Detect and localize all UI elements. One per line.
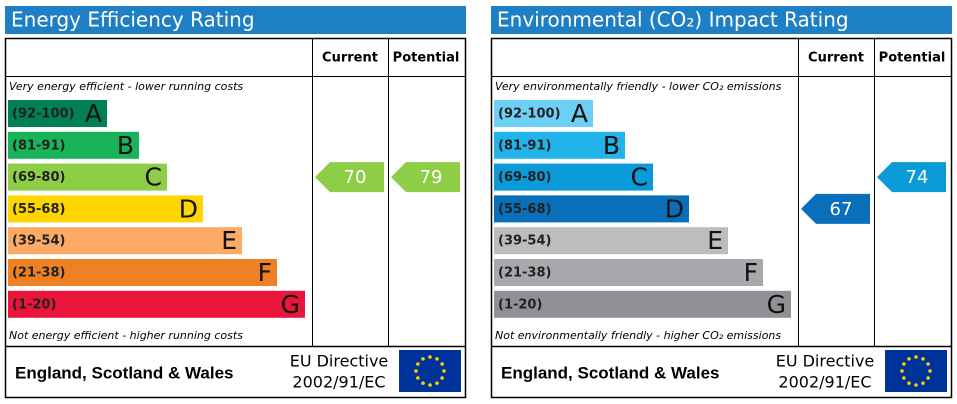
footer-directive: EU Directive	[776, 352, 875, 371]
rating-arrow	[315, 162, 384, 193]
eu-star	[914, 383, 918, 387]
band-range: (55-68)	[498, 202, 551, 217]
footer-region: England, Scotland & Wales	[501, 363, 720, 382]
eu-star	[914, 355, 918, 359]
panel-border	[490, 37, 953, 399]
band-letter: C	[631, 163, 648, 192]
rating-arrow	[877, 162, 946, 193]
band-bar	[494, 290, 791, 318]
top-note: Very environmentally friendly - lower CO…	[495, 80, 782, 93]
band-letter: G	[767, 290, 786, 319]
band-bar	[8, 163, 167, 191]
footer-code: 2002/91/EC	[292, 373, 385, 392]
band-range: (81-91)	[12, 138, 65, 153]
band-letter: F	[744, 258, 758, 287]
band-bar	[494, 259, 763, 286]
band-letter: D	[665, 194, 684, 223]
eu-star	[428, 355, 432, 359]
eu-star	[416, 376, 420, 380]
column-header: Potential	[879, 51, 946, 66]
rating-arrow	[801, 193, 870, 224]
eu-star	[921, 357, 925, 361]
band-range: (81-91)	[498, 138, 551, 153]
band-letter: A	[571, 99, 588, 128]
band-letter: B	[117, 131, 134, 160]
band-letter: A	[85, 99, 102, 128]
column-header: Current	[808, 51, 864, 66]
title-bar	[491, 6, 952, 34]
band-letter: E	[707, 226, 723, 255]
title-bar	[5, 6, 466, 34]
band-range: (1-20)	[498, 297, 542, 312]
eu-star	[440, 376, 444, 380]
eu-star	[921, 381, 925, 385]
band-letter: F	[258, 258, 272, 287]
band-letter: G	[281, 290, 300, 319]
eu-star	[900, 369, 904, 373]
eu-star	[902, 362, 906, 366]
eu-star	[416, 362, 420, 366]
band-range: (39-54)	[498, 234, 551, 249]
bottom-note: Not environmentally friendly - higher CO…	[495, 329, 781, 342]
eu-star	[907, 381, 911, 385]
band-bar	[494, 131, 625, 159]
band-range: (55-68)	[12, 202, 65, 217]
bottom-note: Not energy efficient - higher running co…	[9, 329, 243, 342]
eu-star	[414, 369, 418, 373]
band-range: (92-100)	[12, 107, 75, 122]
band-range: (1-20)	[12, 297, 56, 312]
title: Environmental (CO₂) Impact Rating	[497, 8, 849, 32]
band-range: (69-80)	[498, 170, 551, 185]
eu-star	[428, 383, 432, 387]
rating-value: 70	[344, 167, 367, 188]
band-range: (69-80)	[12, 170, 65, 185]
top-note: Very energy efficient - lower running co…	[9, 80, 243, 93]
eu-star	[926, 362, 930, 366]
band-bar	[494, 195, 689, 223]
eu-star	[442, 369, 446, 373]
band-bar	[8, 290, 305, 318]
band-bar	[8, 131, 139, 159]
band-letter: E	[221, 226, 237, 255]
band-range: (21-38)	[12, 266, 65, 281]
band-bar	[494, 163, 653, 191]
band-letter: B	[603, 131, 620, 160]
footer-code: 2002/91/EC	[778, 373, 871, 392]
band-bar	[494, 100, 593, 127]
panel-border	[4, 37, 467, 399]
band-range: (39-54)	[12, 234, 65, 249]
column-header: Current	[322, 51, 378, 66]
rating-value: 79	[420, 167, 443, 188]
eu-star	[926, 376, 930, 380]
eu-star	[435, 381, 439, 385]
rating-value: 67	[830, 199, 853, 220]
eu-star	[440, 362, 444, 366]
eu-star	[928, 369, 932, 373]
band-bar	[8, 100, 107, 127]
band-bar	[8, 227, 242, 255]
band-range: (21-38)	[498, 266, 551, 281]
band-bar	[8, 195, 203, 223]
band-range: (92-100)	[498, 107, 561, 122]
band-letter: D	[179, 194, 198, 223]
footer-directive: EU Directive	[290, 352, 389, 371]
title: Energy Efficiency Rating	[11, 8, 255, 32]
footer-region: England, Scotland & Wales	[15, 363, 234, 382]
eu-star	[421, 381, 425, 385]
eu-star	[907, 357, 911, 361]
rating-value: 74	[906, 167, 929, 188]
rating-arrow	[391, 162, 460, 193]
band-letter: C	[145, 163, 162, 192]
eu-star	[435, 357, 439, 361]
band-bar	[494, 227, 728, 255]
band-bar	[8, 259, 277, 286]
column-header: Potential	[393, 51, 460, 66]
eu-star	[421, 357, 425, 361]
eu-star	[902, 376, 906, 380]
